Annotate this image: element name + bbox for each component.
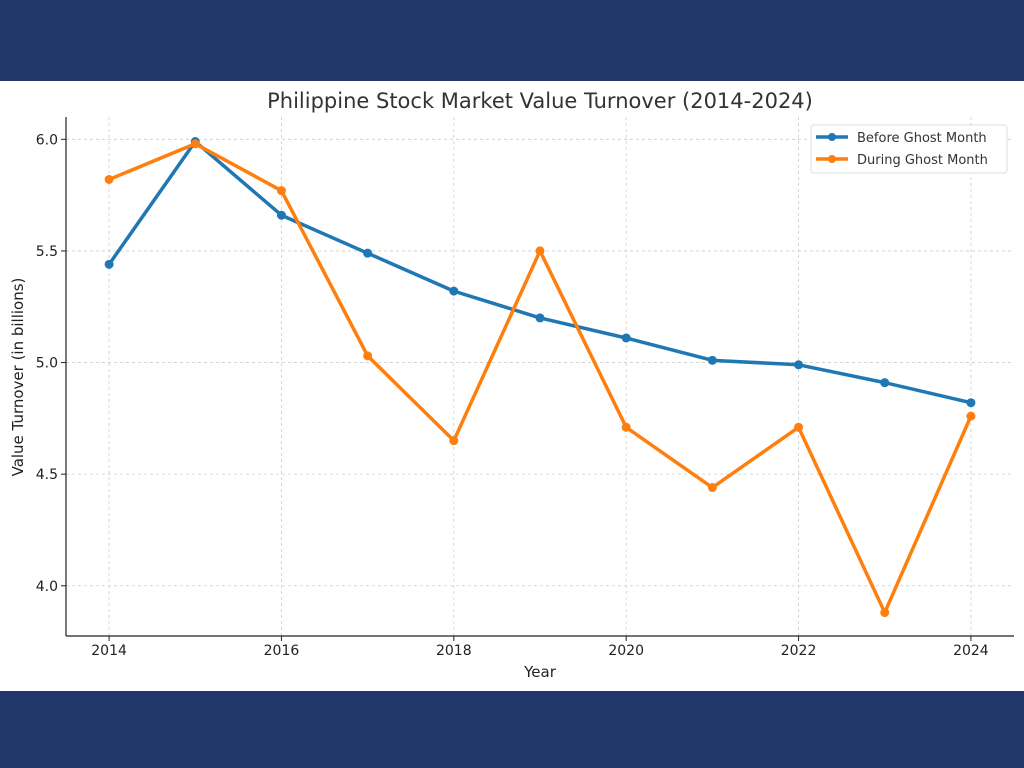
data-point (190, 139, 200, 149)
y-tick-label: 4.0 (36, 579, 58, 595)
data-point (535, 313, 545, 323)
chart-title: Philippine Stock Market Value Turnover (… (267, 89, 813, 113)
data-point (363, 248, 373, 258)
legend-label: During Ghost Month (857, 153, 988, 168)
x-tick-label: 2016 (264, 643, 300, 659)
data-point (104, 259, 114, 269)
legend-box (810, 124, 1008, 174)
data-point (449, 436, 459, 446)
y-axis-label: Value Turnover (in billions) (9, 278, 27, 477)
series-line-0 (107, 139, 972, 405)
legend-marker (828, 133, 836, 141)
y-tick-label: 6.0 (36, 132, 58, 148)
data-point (966, 398, 976, 408)
x-tick-label: 2022 (781, 643, 817, 659)
data-point (276, 186, 286, 196)
data-point (880, 608, 890, 618)
data-point (966, 411, 976, 421)
y-tick-label: 5.5 (36, 244, 58, 260)
footer-band (0, 691, 1024, 768)
data-point (621, 333, 631, 343)
data-point (363, 351, 373, 361)
x-tick-label: 2018 (436, 643, 472, 659)
data-point (794, 360, 804, 370)
series-line-1 (108, 142, 973, 615)
data-point (707, 483, 717, 493)
data-point (535, 246, 545, 256)
data-point (104, 175, 114, 185)
legend-marker (828, 155, 836, 163)
legend-label: Before Ghost Month (857, 131, 987, 146)
y-tick-label: 4.5 (36, 467, 58, 483)
data-point (449, 286, 459, 296)
data-point (880, 378, 890, 388)
data-point (707, 355, 717, 365)
data-point (794, 422, 804, 432)
data-point (276, 210, 286, 220)
x-tick-label: 2014 (91, 643, 127, 659)
header-band (0, 0, 1024, 81)
y-tick-label: 5.0 (36, 356, 58, 372)
x-tick-label: 2020 (608, 643, 644, 659)
x-axis-label: Year (523, 663, 557, 681)
data-point (621, 422, 631, 432)
x-tick-label: 2024 (953, 643, 989, 659)
